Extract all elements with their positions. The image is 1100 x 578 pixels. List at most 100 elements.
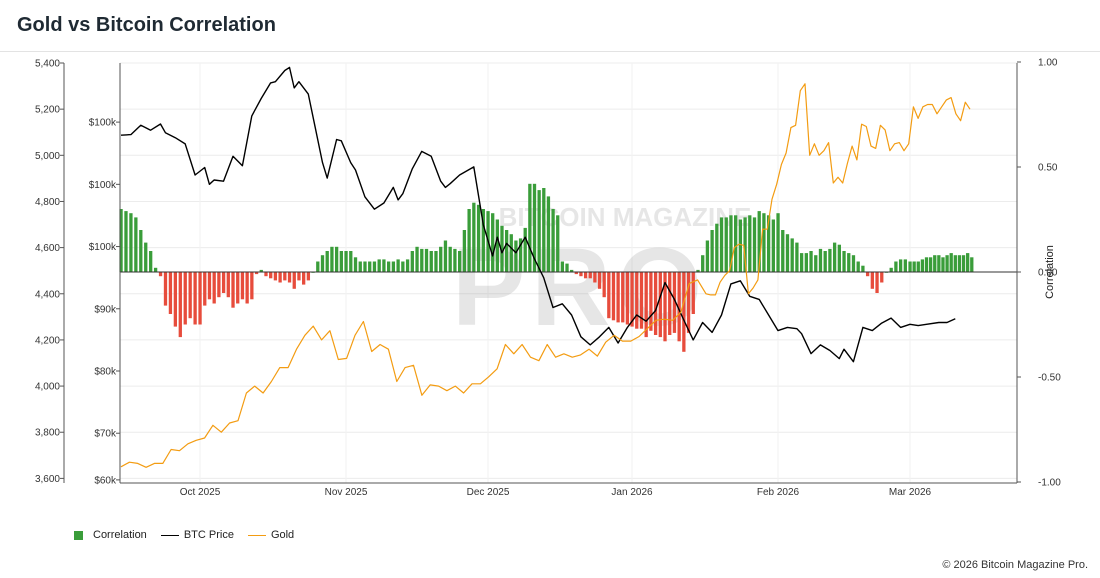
correlation-bar [856,261,860,272]
correlation-bar [649,272,653,331]
btc-tick-label: $100k [89,180,117,191]
gold-tick-label: 5,000 [35,151,60,162]
correlation-bar [686,272,691,333]
correlation-bar [396,259,400,272]
correlation-bar [625,272,630,325]
correlation-bar [945,255,949,272]
page-title: Gold vs Bitcoin Correlation [17,14,276,36]
corr-tick-label: 0.00 [1038,268,1058,279]
correlation-bar [287,272,292,283]
correlation-bar [748,215,752,272]
correlation-bar [663,272,667,342]
correlation-bar [334,246,339,272]
correlation-bar [207,272,212,300]
correlation-bar [518,238,523,272]
correlation-bar [178,272,182,338]
x-tick-label: Dec 2025 [467,487,510,498]
correlation-bar [163,272,168,306]
correlation-bar [495,219,499,272]
correlation-bar [292,272,296,289]
correlation-bar [616,272,620,323]
correlation-bar [565,263,569,272]
correlation-bar [330,246,334,272]
correlation-bar [924,257,929,272]
correlation-bar [771,219,775,272]
correlation-bar [957,255,962,272]
btc-tick-label: $100k [89,118,117,129]
correlation-bar [339,251,343,272]
correlation-bar [781,230,785,272]
correlation-bar [916,261,920,272]
corr-tick-label: -0.50 [1038,373,1061,384]
correlation-bar [509,234,513,272]
correlation-bar [443,240,448,272]
correlation-bar [574,272,578,275]
correlation-bar [297,272,301,281]
correlation-bar [832,242,837,272]
correlation-bar [259,269,263,272]
correlation-bar [372,261,377,272]
correlation-bar [500,225,504,272]
correlation-bar [129,213,133,272]
correlation-bar [320,255,325,272]
legend-item-btc[interactable]: BTC Price [160,529,234,541]
correlation-bar [198,272,202,325]
correlation-bar [134,217,138,272]
correlation-bar [363,261,367,272]
correlation-bar [570,269,574,272]
correlation-bar [785,234,790,272]
correlation-bar [729,215,733,272]
correlation-bar [809,251,813,272]
x-tick-label: Feb 2026 [757,487,800,498]
correlation-bar [158,272,163,277]
correlation-bar [579,272,583,277]
correlation-bar [734,215,738,272]
correlation-bar [752,217,757,272]
correlation-bar [546,196,551,272]
corr-tick-label: 1.00 [1038,58,1058,69]
correlation-bar [556,215,560,272]
correlation-bar [677,272,681,342]
correlation-bar [472,202,476,272]
correlation-bar [462,230,467,272]
correlation-bar [949,253,953,272]
correlation-bar [212,272,216,304]
corr-tick-label: 0.50 [1038,163,1058,174]
correlation-bar [302,272,306,285]
correlation-bar [588,272,592,279]
correlation-swatch [74,530,83,540]
btc-tick-label: $90k [94,304,117,315]
correlation-bar [139,230,143,272]
header: Gold vs Bitcoin Correlation [0,0,1100,52]
gold-tick-label: 4,000 [35,382,60,393]
btc-swatch [160,534,179,536]
btc-tick-label: $80k [94,367,117,378]
correlation-bar [682,272,686,352]
correlation-bar [269,272,273,279]
correlation-bar [250,272,254,300]
correlation-bars [119,183,974,352]
correlation-bar [537,190,541,272]
correlation-bar [724,217,728,272]
correlation-bar [705,240,710,272]
correlation-bar [691,272,695,314]
correlation-bar [245,272,249,304]
correlation-bar [434,251,438,272]
correlation-bar [467,209,471,272]
legend-item-correlation[interactable]: Correlation [74,529,147,541]
correlation-bar [560,261,565,272]
correlation-bar [970,257,974,272]
correlation-bar [183,272,187,325]
correlation-bar [920,259,925,272]
correlation-bar [828,248,832,272]
gold-tick-label: 4,600 [35,243,60,254]
legend-item-gold[interactable]: Gold [247,529,294,541]
correlation-bar [814,255,818,272]
gold-tick-label: 5,400 [35,59,60,70]
correlation-bar [368,261,372,272]
correlation-bar [611,272,616,321]
correlation-bar [583,272,588,279]
correlation-bar [439,246,443,272]
correlation-bar [458,251,462,272]
